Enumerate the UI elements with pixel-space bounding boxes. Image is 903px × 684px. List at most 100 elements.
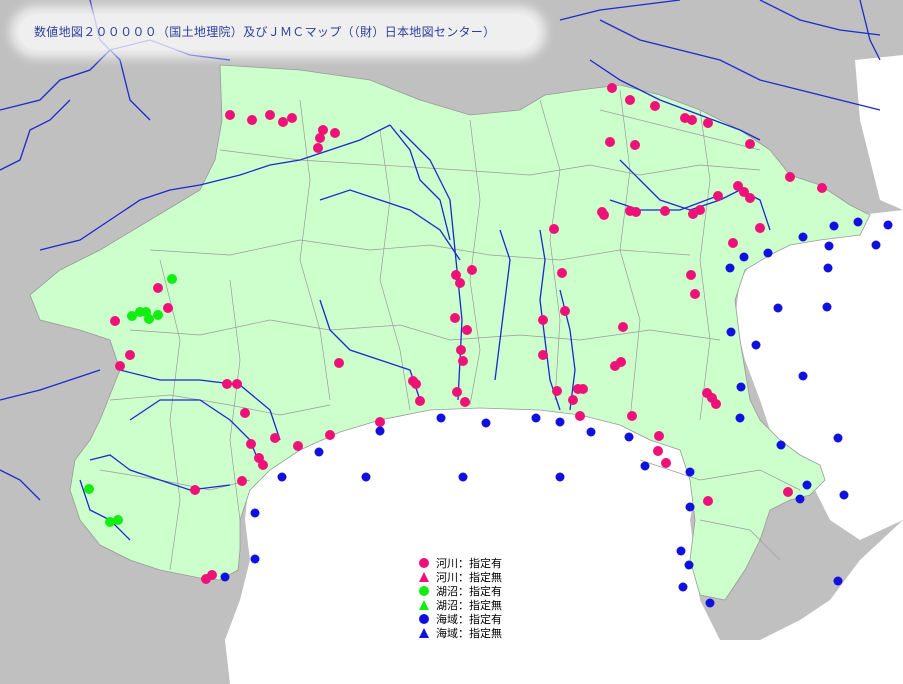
green-circle-icon <box>416 584 432 598</box>
lake-point <box>144 314 154 324</box>
sea-point <box>751 340 761 350</box>
river-point <box>755 223 765 233</box>
sea-point <box>314 447 324 457</box>
river-point <box>703 118 713 128</box>
sea-point <box>795 494 805 504</box>
sea-point <box>773 303 783 313</box>
river-point <box>575 411 585 421</box>
river-point <box>270 433 280 443</box>
river-point <box>783 487 793 497</box>
river-point <box>538 350 548 360</box>
sea-point <box>685 467 695 477</box>
lake-point <box>153 310 163 320</box>
sea-point <box>725 263 735 273</box>
river-point <box>451 270 461 280</box>
map-credit: 数値地図２０００００（国土地理院）及びＪＭＣマップ（（財）日本地図センター） <box>18 14 538 50</box>
river-point <box>618 322 628 332</box>
river-point <box>458 356 468 366</box>
legend-item-river-undesignated: 河川：指定無 <box>416 570 546 584</box>
river-point <box>330 128 340 138</box>
river-point <box>125 350 135 360</box>
river-point <box>549 224 559 234</box>
pink-circle-icon <box>416 556 432 570</box>
river-point <box>163 303 173 313</box>
river-point <box>225 110 235 120</box>
river-point <box>455 278 465 288</box>
lake-point <box>113 515 123 525</box>
sea-point <box>481 418 491 428</box>
river-point <box>599 210 609 220</box>
sea-point <box>822 302 832 312</box>
river-point <box>745 139 755 149</box>
river-point <box>325 430 335 440</box>
sea-point <box>871 240 881 250</box>
river-point <box>462 325 472 335</box>
sea-point <box>833 576 843 586</box>
river-point <box>607 83 617 93</box>
river-point <box>654 431 664 441</box>
sea-point <box>739 252 749 262</box>
river-point <box>690 289 700 299</box>
river-point <box>728 238 738 248</box>
sea-point <box>829 221 839 231</box>
sea-point <box>361 472 371 482</box>
river-point <box>660 206 670 216</box>
green-triangle-icon <box>416 598 432 612</box>
legend-label: 湖沼：指定有 <box>436 585 502 598</box>
sea-point <box>726 327 736 337</box>
sea-point <box>763 248 773 258</box>
river-point <box>538 315 548 325</box>
river-point <box>568 395 578 405</box>
sea-point <box>250 508 260 518</box>
river-point <box>246 439 256 449</box>
municipal-boundaries <box>99 89 801 571</box>
river-point <box>686 270 696 280</box>
legend-label: 河川：指定有 <box>436 557 502 570</box>
pink-triangle-icon <box>416 570 432 584</box>
blue-triangle-icon <box>416 626 432 640</box>
river-point <box>460 397 470 407</box>
lake-designated-points <box>84 274 177 527</box>
map-credit-text: 数値地図２０００００（国土地理院）及びＪＭＣマップ（（財）日本地図センター） <box>34 25 496 39</box>
sea-point <box>640 461 650 471</box>
legend-item-sea-undesignated: 海域：指定無 <box>416 626 546 640</box>
river-point <box>318 125 328 135</box>
river-point <box>688 209 698 219</box>
sea-point <box>555 472 565 482</box>
sea-point <box>220 572 230 582</box>
lake-point <box>127 311 137 321</box>
river-point <box>237 476 247 486</box>
river-point <box>711 399 721 409</box>
sea-point <box>798 371 808 381</box>
river-point <box>315 133 325 143</box>
sea-point <box>839 490 849 500</box>
sea-point <box>624 432 634 442</box>
sea-point <box>853 217 863 227</box>
sea-point <box>823 263 833 273</box>
sea-point <box>824 241 834 251</box>
sea-point <box>375 426 385 436</box>
lake-point <box>167 274 177 284</box>
sea-point <box>684 560 694 570</box>
river-point <box>661 458 671 468</box>
sea-point <box>555 417 565 427</box>
river-point <box>605 137 615 147</box>
river-point <box>627 411 637 421</box>
sea-area-tokyo-bay-top <box>855 55 903 210</box>
sea-point <box>586 427 596 437</box>
sea-point <box>436 413 446 423</box>
legend-item-sea-designated: 海域：指定有 <box>416 612 546 626</box>
lake-point <box>105 517 115 527</box>
sea-point <box>798 232 808 242</box>
river-point <box>616 357 626 367</box>
river-point <box>456 345 466 355</box>
sea-point <box>802 480 812 490</box>
blue-circle-icon <box>416 612 432 626</box>
river-point <box>578 384 588 394</box>
river-point <box>334 358 344 368</box>
sea-point <box>833 433 843 443</box>
river-designated-points <box>110 83 827 584</box>
river-point <box>650 101 660 111</box>
river-point <box>630 140 640 150</box>
